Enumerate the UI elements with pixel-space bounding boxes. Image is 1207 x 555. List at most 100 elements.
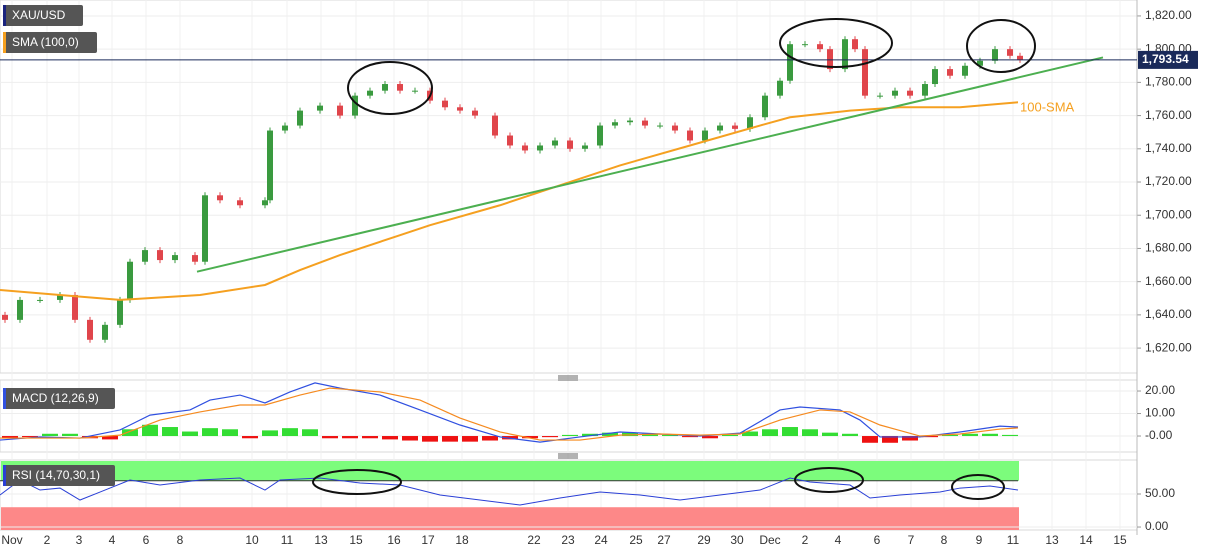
- legend-box[interactable]: [3, 5, 83, 26]
- candle: [907, 90, 913, 96]
- candle: [962, 65, 968, 76]
- histogram-bar: [702, 436, 718, 439]
- histogram-bar: [602, 432, 618, 437]
- histogram-bar: [482, 436, 498, 441]
- legend-swatch: [3, 5, 6, 26]
- candle: [552, 140, 558, 146]
- histogram-bar: [222, 429, 238, 437]
- candle: [352, 95, 358, 116]
- y-tick-label: 0.00: [1145, 519, 1169, 533]
- histogram-bar: [202, 428, 218, 437]
- legend-box[interactable]: [3, 388, 115, 409]
- histogram-bar: [942, 434, 958, 437]
- histogram-bar: [922, 436, 938, 438]
- x-tick-label: 6: [143, 533, 150, 547]
- candle: [597, 125, 603, 146]
- x-tick-label: 23: [561, 533, 575, 547]
- x-tick-label: 30: [730, 533, 744, 547]
- macd-label: MACD (12,26,9): [12, 391, 99, 405]
- x-tick-label: 24: [594, 533, 608, 547]
- candle: [702, 130, 708, 141]
- candle: [672, 125, 678, 131]
- histogram-bar: [322, 436, 338, 439]
- candle: [777, 80, 783, 96]
- histogram-bar: [962, 433, 978, 437]
- highlight-circle: [312, 469, 402, 495]
- x-tick-label: 3: [76, 533, 83, 547]
- candle: [367, 90, 373, 96]
- panel-handle[interactable]: [558, 375, 578, 381]
- candle: [717, 125, 723, 131]
- candle: [732, 125, 738, 129]
- candle: [612, 122, 618, 126]
- histogram-bar: [562, 434, 578, 437]
- y-tick-label: 1,680.00: [1145, 241, 1192, 255]
- histogram-bar: [662, 434, 678, 437]
- histogram-bar: [522, 436, 538, 439]
- candle: [57, 294, 63, 300]
- candle: [297, 110, 303, 126]
- candle: [237, 200, 243, 206]
- histogram-bar: [302, 429, 318, 437]
- x-tick-label: 4: [109, 533, 116, 547]
- x-tick-label: 9: [976, 533, 983, 547]
- candle: [862, 49, 868, 96]
- candle: [157, 250, 163, 261]
- candle: [947, 69, 953, 76]
- candle: [102, 324, 108, 340]
- x-tick-label: 17: [421, 533, 435, 547]
- histogram-bar: [282, 428, 298, 437]
- y-tick-label: 1,740.00: [1145, 141, 1192, 155]
- histogram-bar: [22, 436, 38, 438]
- candle: [117, 299, 123, 325]
- y-tick-label: 50.00: [1145, 486, 1175, 500]
- histogram-bar: [42, 433, 58, 437]
- candle: [537, 145, 543, 151]
- last-price-box: [1138, 50, 1198, 69]
- x-tick-label: 2: [44, 533, 51, 547]
- candle: [842, 39, 848, 70]
- legend-box[interactable]: [3, 32, 97, 53]
- y-tick-label: 1,820.00: [1145, 8, 1192, 22]
- highlight-circle: [779, 18, 893, 68]
- annotation: 100-SMA: [1020, 100, 1075, 115]
- histogram-bar: [162, 427, 178, 437]
- y-tick-label: -0.00: [1145, 428, 1173, 442]
- candle: [747, 117, 753, 129]
- candle: [457, 107, 463, 111]
- panel-handle[interactable]: [558, 453, 578, 459]
- histogram-bar: [782, 427, 798, 437]
- oversold-band: [1, 507, 1019, 530]
- x-tick-label: 4: [835, 533, 842, 547]
- trend-line: [196, 56, 1104, 273]
- y-tick-label: 1,660.00: [1145, 274, 1192, 288]
- candle: [127, 261, 133, 300]
- candle: [37, 299, 43, 301]
- x-tick-label: 16: [387, 533, 401, 547]
- candle: [172, 255, 178, 261]
- candle: [787, 44, 793, 81]
- x-tick-label: 8: [941, 533, 948, 547]
- histogram-bar: [402, 436, 418, 441]
- candle: [642, 120, 648, 126]
- candle: [472, 110, 478, 116]
- histogram-bar: [582, 433, 598, 437]
- histogram-bar: [822, 432, 838, 437]
- candle: [817, 44, 823, 50]
- x-tick-label: 8: [177, 533, 184, 547]
- histogram-bar: [1002, 434, 1018, 437]
- candle: [262, 200, 268, 206]
- histogram-bar: [982, 433, 998, 437]
- legend-swatch: [3, 465, 6, 486]
- histogram-bar: [122, 429, 138, 437]
- y-tick-label: 1,720.00: [1145, 174, 1192, 188]
- candle: [922, 84, 928, 96]
- x-tick-label: 11: [1007, 533, 1020, 547]
- histogram-bar: [882, 436, 898, 443]
- legend-box[interactable]: [3, 465, 115, 486]
- x-tick-label: 18: [455, 533, 469, 547]
- candle: [892, 90, 898, 96]
- histogram-bar: [642, 433, 658, 437]
- candle: [217, 195, 223, 201]
